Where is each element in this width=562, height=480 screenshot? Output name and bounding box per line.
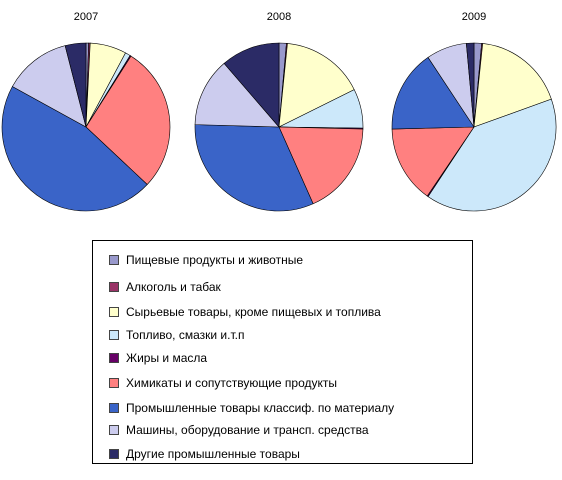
legend-item: Машины, оборудование и трансп. средства <box>109 421 369 439</box>
pie-slice <box>391 126 475 197</box>
legend-label: Пищевые продукты и животные <box>126 253 304 267</box>
legend-item: Другие промышленные товары <box>109 445 300 463</box>
pie-slice <box>11 45 87 128</box>
pie-slice <box>427 98 557 212</box>
pie-slice <box>1 86 148 212</box>
legend-swatch <box>109 378 119 388</box>
legend-item: Промышленные товары классиф. по материал… <box>109 399 394 417</box>
pie-slice <box>465 42 475 128</box>
legend-swatch <box>109 307 119 317</box>
legend-item: Жиры и масла <box>109 349 207 367</box>
legend-swatch <box>109 449 119 459</box>
pie-2007: 2007 <box>1 11 171 212</box>
legend-label: Топливо, смазки и.т.п <box>126 328 245 342</box>
pie-slice <box>278 126 364 205</box>
pie-title: 2007 <box>74 11 98 23</box>
legend-label: Алкоголь и табак <box>126 280 221 294</box>
legend-label: Сырьевые товары, кроме пищевых и топлива <box>126 305 381 319</box>
legend-label: Жиры и масла <box>126 351 208 365</box>
legend-item: Сырьевые товары, кроме пищевых и топлива <box>109 303 381 321</box>
pie-slice <box>194 62 280 128</box>
pie-slice <box>223 42 280 128</box>
legend-swatch <box>109 282 119 292</box>
pie-2009: 2009 <box>391 11 557 212</box>
pie-slice <box>473 43 552 128</box>
legend-swatch <box>109 255 119 265</box>
legend-item: Химикаты и сопутствующие продукты <box>109 374 337 392</box>
pie-title: 2009 <box>462 11 486 23</box>
pie-2008: 2008 <box>194 11 364 212</box>
legend: Пищевые продукты и животные Алкоголь и та… <box>92 240 473 464</box>
pie-charts: 2007 2008 2009 <box>1 11 557 212</box>
legend-label: Машины, оборудование и трансп. средства <box>126 423 369 437</box>
legend-swatch <box>109 403 119 413</box>
pie-slice <box>85 55 171 185</box>
legend-swatch <box>109 353 119 363</box>
pie-slice <box>391 56 475 130</box>
pie-slice <box>278 43 355 128</box>
legend-item: Пищевые продукты и животные <box>109 251 303 269</box>
legend-swatch <box>109 330 119 340</box>
legend-label: Химикаты и сопутствующие продукты <box>126 376 338 390</box>
legend-label: Другие промышленные товары <box>126 447 300 461</box>
pie-slice <box>194 124 314 212</box>
legend-label: Промышленные товары классиф. по материал… <box>126 401 395 415</box>
pie-title: 2008 <box>267 11 291 23</box>
pie-slice <box>64 42 87 128</box>
legend-item: Алкоголь и табак <box>109 278 221 296</box>
legend-swatch <box>109 425 119 435</box>
legend-item: Топливо, смазки и.т.п <box>109 326 244 344</box>
